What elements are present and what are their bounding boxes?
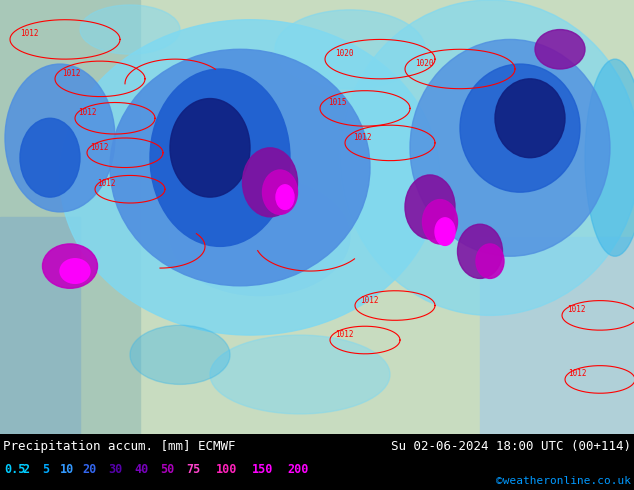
Ellipse shape — [110, 49, 370, 286]
Ellipse shape — [422, 199, 458, 244]
Text: 1020: 1020 — [415, 59, 434, 68]
Ellipse shape — [60, 259, 90, 283]
Ellipse shape — [130, 325, 230, 384]
Text: 5: 5 — [42, 463, 49, 476]
Text: ©weatheronline.co.uk: ©weatheronline.co.uk — [496, 476, 631, 486]
Text: 1020: 1020 — [335, 49, 354, 58]
Ellipse shape — [5, 64, 115, 212]
Ellipse shape — [476, 244, 504, 278]
Text: 20: 20 — [82, 463, 96, 476]
Text: 1012: 1012 — [360, 295, 378, 305]
Text: 30: 30 — [108, 463, 122, 476]
Bar — [480, 237, 634, 434]
Ellipse shape — [460, 64, 580, 192]
Text: 1012: 1012 — [20, 29, 39, 39]
Ellipse shape — [435, 218, 455, 245]
Text: 1012: 1012 — [567, 305, 586, 315]
Ellipse shape — [458, 224, 503, 278]
Ellipse shape — [276, 185, 294, 209]
Text: 200: 200 — [287, 463, 308, 476]
Text: 1012: 1012 — [353, 133, 372, 142]
Ellipse shape — [242, 148, 297, 217]
Bar — [0, 217, 80, 434]
Text: 50: 50 — [160, 463, 174, 476]
Text: Precipitation accum. [mm] ECMWF: Precipitation accum. [mm] ECMWF — [3, 440, 235, 453]
Text: 1012: 1012 — [78, 108, 96, 117]
Text: 1012: 1012 — [62, 69, 81, 78]
Ellipse shape — [262, 170, 297, 214]
Text: 10: 10 — [60, 463, 74, 476]
Text: 1012: 1012 — [90, 143, 108, 152]
Text: 150: 150 — [252, 463, 273, 476]
Ellipse shape — [275, 10, 425, 89]
Text: 40: 40 — [134, 463, 148, 476]
Bar — [0, 0, 140, 434]
Ellipse shape — [210, 335, 390, 414]
Text: 1015: 1015 — [328, 98, 347, 107]
Ellipse shape — [20, 118, 80, 197]
Ellipse shape — [42, 244, 98, 288]
Text: 2: 2 — [22, 463, 29, 476]
Text: 0.5: 0.5 — [4, 463, 25, 476]
Ellipse shape — [170, 177, 350, 295]
Ellipse shape — [535, 29, 585, 69]
Ellipse shape — [170, 98, 250, 197]
Text: 1012: 1012 — [97, 179, 115, 188]
Text: 1012: 1012 — [335, 330, 354, 339]
Ellipse shape — [585, 59, 634, 256]
Text: Su 02-06-2024 18:00 UTC (00+114): Su 02-06-2024 18:00 UTC (00+114) — [391, 440, 631, 453]
Ellipse shape — [495, 79, 565, 158]
Ellipse shape — [405, 175, 455, 239]
Ellipse shape — [60, 20, 440, 335]
Ellipse shape — [150, 69, 290, 246]
Ellipse shape — [410, 39, 610, 256]
Ellipse shape — [80, 5, 180, 54]
Text: 75: 75 — [186, 463, 200, 476]
Ellipse shape — [340, 0, 634, 316]
Text: 100: 100 — [216, 463, 237, 476]
Text: 1012: 1012 — [568, 369, 586, 378]
